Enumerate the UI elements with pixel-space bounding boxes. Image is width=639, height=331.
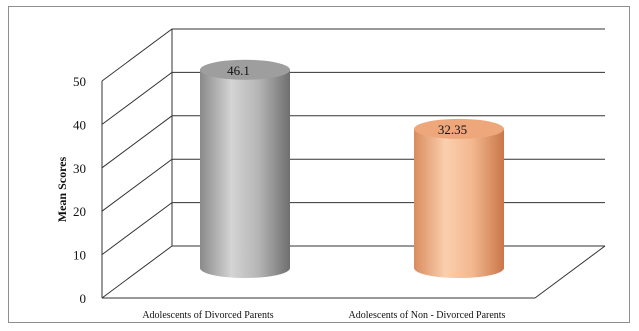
gridline	[101, 202, 605, 256]
gridline	[101, 158, 605, 212]
bars	[200, 59, 504, 279]
bar-cylinder-body	[414, 128, 504, 278]
chart-frame	[8, 6, 630, 323]
gridline	[101, 28, 605, 82]
data-label: 46.1	[227, 63, 250, 78]
axes	[101, 28, 606, 299]
y-tick-label: 20	[73, 204, 86, 219]
y-tick-label: 30	[73, 161, 86, 176]
gridline	[101, 245, 605, 299]
x-category-label: Adolescents of Divorced Parents	[142, 310, 273, 321]
y-tick-label: 10	[73, 248, 86, 263]
y-tick-label: 0	[80, 291, 87, 306]
y-axis-label: Mean Scores	[55, 156, 69, 222]
data-label: 32.35	[438, 122, 467, 137]
bar-cylinder-top	[414, 118, 504, 139]
bar-cylinder-body	[200, 69, 290, 279]
y-tick-label: 50	[73, 74, 86, 89]
gridline	[101, 71, 605, 125]
labels: 0 10 20 30 40 50 Mean Scores 46.1 Adolescents of…	[55, 63, 506, 321]
y-tick-label: 40	[73, 117, 86, 132]
gridline	[101, 115, 605, 169]
x-category-label: Adolescents of Non - Divorced Parents	[349, 310, 506, 321]
floor-edge	[534, 245, 606, 299]
bar-cylinder-top	[200, 59, 290, 80]
